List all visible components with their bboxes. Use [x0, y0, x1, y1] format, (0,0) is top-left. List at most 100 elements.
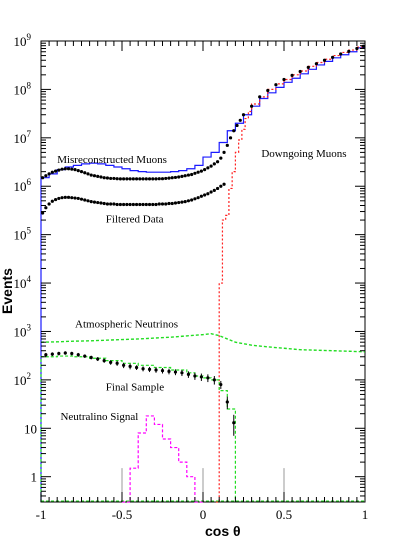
data-point: [180, 371, 184, 375]
data-point: [206, 192, 210, 196]
data-point: [76, 196, 80, 201]
data-point: [76, 169, 80, 173]
data-point: [99, 201, 103, 205]
data-point: [180, 174, 184, 178]
data-point: [89, 200, 93, 204]
series-downgoing-muons: [215, 46, 365, 503]
data-point: [86, 172, 90, 176]
data-point: [128, 364, 132, 368]
data-point: [144, 202, 148, 207]
data-point: [89, 173, 93, 177]
x-tick-label: -0.5: [112, 507, 133, 522]
data-point: [92, 174, 97, 178]
data-point: [154, 177, 158, 181]
data-point: [63, 195, 67, 199]
annotation: Neutralino Signal: [60, 411, 138, 423]
y-tick-label: 104: [14, 274, 32, 291]
data-point: [186, 372, 191, 376]
data-point: [164, 202, 168, 206]
data-point: [199, 169, 203, 173]
data-point: [44, 174, 48, 178]
data-point: [322, 58, 327, 62]
data-point: [92, 200, 97, 204]
data-point: [183, 200, 187, 204]
data-point: [118, 202, 122, 207]
data-point: [173, 201, 178, 205]
data-point: [209, 190, 213, 194]
data-point: [89, 355, 93, 360]
data-point: [134, 202, 139, 207]
data-point: [41, 176, 45, 180]
x-tick-label: 0: [200, 507, 207, 522]
data-point: [215, 186, 220, 191]
data-point: [193, 197, 197, 201]
data-point: [232, 129, 236, 133]
data-point: [151, 202, 155, 207]
data-point: [209, 164, 213, 168]
data-point: [70, 167, 74, 171]
data-point: [228, 136, 233, 140]
data-point: [122, 363, 126, 367]
data-point: [232, 421, 236, 425]
data-point: [57, 168, 61, 172]
data-point: [183, 174, 187, 178]
x-tick-label: 1: [362, 507, 369, 522]
data-point: [147, 202, 152, 207]
data-point: [79, 170, 84, 174]
y-tick-exponent: 5: [27, 226, 32, 236]
data-point: [157, 177, 161, 181]
data-point: [196, 196, 200, 200]
y-tick-exponent: 8: [27, 80, 32, 90]
data-point: [170, 201, 174, 206]
data-point: [141, 367, 145, 371]
data-point: [306, 65, 310, 69]
data-point: [115, 361, 119, 365]
annotation: Misreconstructed Muons: [57, 154, 167, 166]
data-point: [167, 369, 171, 373]
data-point: [96, 200, 100, 205]
data-point: [63, 167, 67, 171]
data-point: [47, 202, 51, 206]
x-axis-title: cos θ: [205, 523, 241, 537]
data-point: [154, 368, 158, 372]
y-tick-base: 10: [14, 228, 27, 243]
data-point: [134, 365, 139, 370]
data-point: [206, 166, 210, 170]
data-point: [186, 173, 191, 177]
data-point: [44, 353, 48, 357]
data-point: [160, 369, 165, 373]
data-point: [180, 200, 184, 204]
annotation: Downgoing Muons: [261, 148, 346, 160]
series-final-sample-data: [44, 351, 236, 436]
data-point: [203, 168, 207, 172]
y-tick-label: 106: [14, 177, 32, 194]
data-point: [118, 177, 122, 181]
data-point: [83, 171, 87, 175]
data-point: [44, 206, 48, 210]
data-point: [131, 202, 135, 207]
data-point: [79, 197, 84, 201]
y-axis-title: Events: [0, 268, 15, 314]
data-point: [60, 167, 64, 171]
data-point: [138, 177, 142, 181]
y-tick-label: 107: [14, 129, 32, 146]
data-point: [128, 177, 132, 181]
data-point: [122, 202, 126, 207]
y-tick-base: 10: [14, 179, 27, 194]
data-point: [105, 202, 110, 206]
data-point: [50, 199, 54, 203]
data-point: [134, 177, 139, 181]
data-point: [109, 202, 113, 206]
data-point: [66, 167, 71, 171]
y-tick-label: 10: [24, 421, 37, 436]
data-point: [274, 83, 278, 87]
data-point: [160, 177, 165, 181]
data-point: [141, 177, 145, 181]
data-point: [186, 199, 191, 203]
data-point: [128, 202, 132, 207]
y-tick-label: 109: [14, 32, 32, 49]
y-tick-base: 10: [14, 82, 27, 97]
series-filtered-data: [41, 182, 226, 215]
data-point: [96, 357, 100, 361]
